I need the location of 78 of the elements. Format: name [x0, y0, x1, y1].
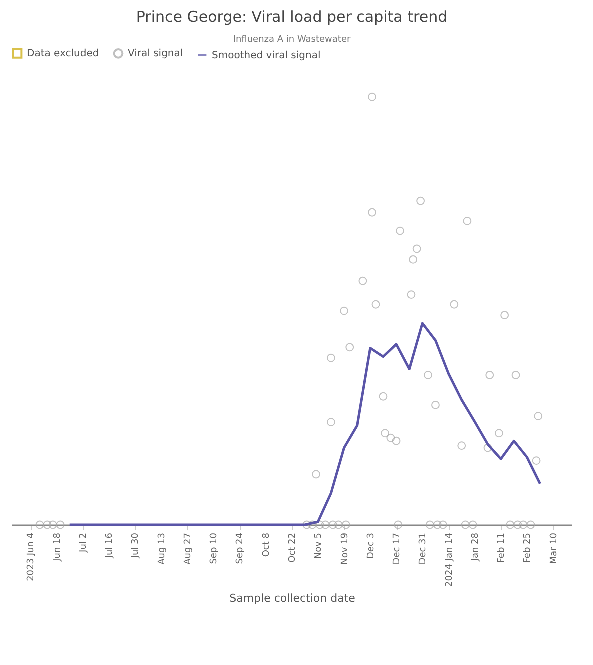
x-tick-label: Oct 22	[288, 533, 298, 563]
x-tick-label: Sep 24	[236, 532, 246, 564]
point	[316, 520, 324, 530]
point	[426, 520, 434, 530]
point	[392, 436, 401, 446]
point	[468, 520, 478, 530]
point	[416, 196, 426, 206]
x-tick-label: Aug 27	[183, 533, 194, 565]
point	[368, 92, 376, 102]
x-tick-label: Dec 17	[392, 533, 403, 565]
point	[409, 256, 418, 264]
x-tick-label: Jan 28	[470, 532, 481, 562]
point	[372, 300, 380, 309]
point	[407, 290, 416, 299]
x-tick-label: Aug 13	[157, 533, 168, 565]
legend-label: Data excluded	[27, 48, 100, 60]
point	[328, 520, 338, 530]
point	[381, 429, 390, 438]
point	[438, 520, 448, 530]
point	[396, 226, 404, 236]
x-tick-label: Feb 25	[523, 533, 534, 564]
x-tick-label: Jul 30	[131, 532, 142, 560]
point	[342, 520, 350, 530]
point	[484, 444, 492, 452]
point	[526, 520, 536, 530]
x-tick-label: Dec 31	[418, 533, 429, 565]
x-tick-label: Jul 2	[78, 533, 89, 554]
x-tick-label: Dec 3	[366, 533, 376, 560]
legend-label: Smoothed viral signal	[212, 50, 321, 62]
point	[486, 371, 494, 380]
chart-title: Prince George: Viral load per capita trend	[136, 8, 448, 26]
point	[433, 520, 442, 530]
x-tick-label: Jul 16	[105, 532, 116, 560]
point	[494, 429, 504, 438]
legend-label: Viral signal	[128, 48, 184, 60]
x-tick-label: Oct 8	[262, 532, 272, 558]
point	[519, 520, 528, 530]
point	[500, 311, 510, 320]
chart-subtitle: Influenza A in Wastewater	[233, 35, 351, 45]
point	[532, 456, 541, 466]
point	[450, 300, 459, 309]
point	[346, 343, 354, 352]
point	[379, 392, 388, 401]
point	[534, 412, 543, 421]
point	[321, 520, 330, 530]
point	[56, 520, 65, 530]
point	[412, 244, 422, 254]
x-tick-label: Jun 18	[52, 532, 63, 562]
x-tick-label: 2024 Jan 14	[444, 532, 455, 587]
x-axis-title: Sample collection date	[230, 592, 356, 605]
x-tick-label: Nov 5	[314, 533, 324, 560]
point	[514, 520, 522, 530]
point	[386, 434, 396, 442]
point	[461, 520, 470, 530]
point	[506, 520, 515, 530]
x-tick-label: 2023 Jun 4	[26, 532, 37, 582]
point	[312, 470, 320, 479]
point	[43, 520, 52, 530]
point	[302, 520, 312, 530]
point	[424, 371, 432, 380]
x-tick-label: Feb 11	[497, 533, 508, 564]
point	[512, 371, 520, 380]
point	[368, 208, 376, 217]
point	[308, 520, 317, 530]
x-tick-label: Sep 10	[210, 532, 220, 564]
point	[358, 276, 368, 286]
point	[334, 520, 343, 530]
point	[48, 520, 58, 530]
point	[463, 217, 472, 226]
x-tick-label: Mar 10	[549, 532, 560, 564]
point	[394, 520, 403, 530]
point	[326, 354, 336, 362]
point	[458, 442, 466, 450]
point	[36, 520, 44, 530]
point	[432, 400, 440, 410]
x-tick-label: Nov 19	[340, 532, 350, 565]
point	[326, 418, 336, 427]
point	[340, 306, 348, 316]
